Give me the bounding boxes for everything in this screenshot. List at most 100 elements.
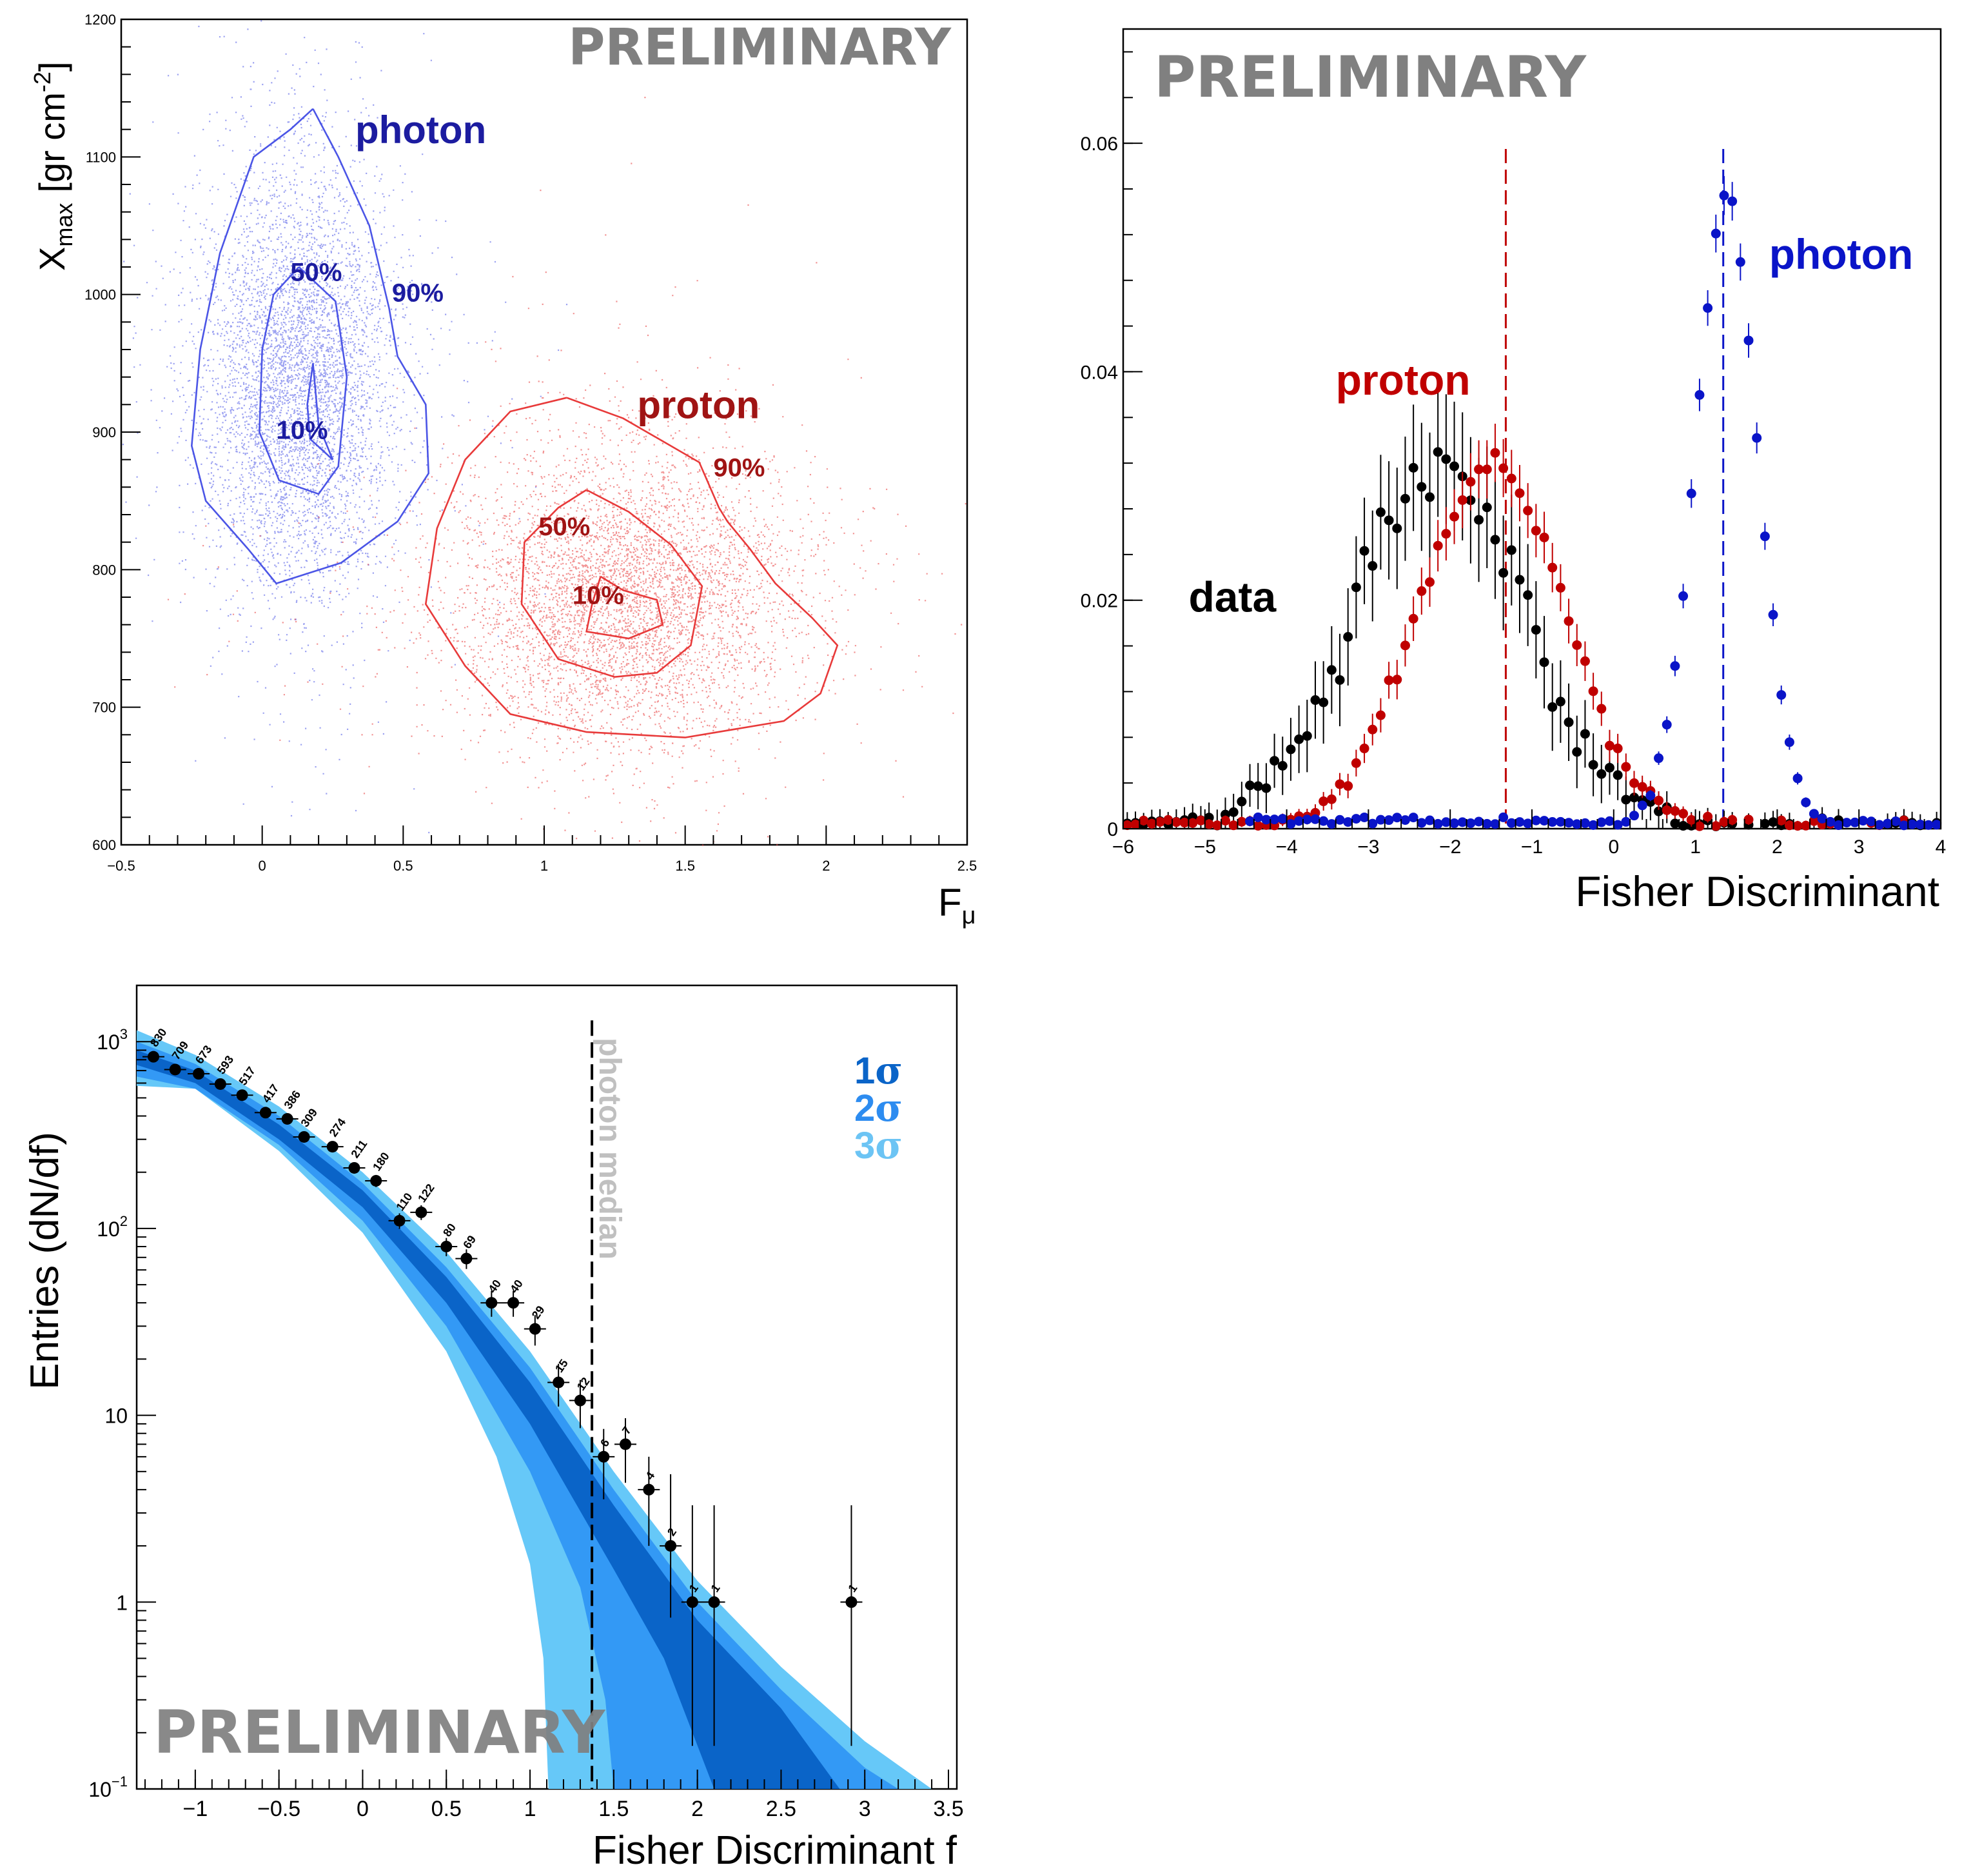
p2-point-data (1768, 817, 1778, 827)
p3-ytick-label: 102 (97, 1213, 128, 1241)
p3-point (620, 1438, 632, 1450)
p1-ytick-label: 900 (92, 424, 116, 440)
p2-point-proton (1400, 640, 1410, 651)
p2-point-photon (1261, 815, 1271, 825)
p2-point-proton (1163, 815, 1173, 825)
p3-point (440, 1240, 453, 1252)
p2-point-data (1449, 461, 1460, 471)
p2-point-photon (1858, 816, 1869, 826)
p2-watermark: PRELIMINARY (1154, 44, 1587, 110)
p2-point-photon (1850, 817, 1860, 827)
p2-point-data (1547, 702, 1558, 712)
p2-point-proton (1212, 820, 1222, 831)
p2-point-proton (1621, 762, 1631, 772)
p3-point (686, 1596, 698, 1608)
p2-point-proton (1253, 820, 1263, 831)
p3-ytick-base: 10 (104, 1405, 128, 1428)
p3-point (326, 1141, 338, 1153)
p2-point-data (1310, 695, 1320, 706)
p2-point-proton (1228, 820, 1239, 831)
p2-point-photon (1694, 390, 1705, 400)
p3-point (529, 1323, 541, 1335)
p2-point-proton (1670, 806, 1680, 816)
p2-point-proton (1727, 815, 1738, 825)
p2-point-data (1237, 796, 1247, 807)
p2-point-data (1555, 696, 1565, 707)
p2-point-photon (1310, 814, 1320, 824)
p2-axis-ticks: −6 −5 −4 −3 −2 −1 0 1 2 3 4 0 0.02 0.04 0.06 (1081, 51, 1946, 858)
p2-point-data (1319, 697, 1329, 707)
p2-point-data (1596, 769, 1607, 779)
p2-point-data (1359, 546, 1369, 556)
p2-point-photon (1654, 753, 1664, 764)
p2-point-data (1482, 502, 1492, 513)
p1-region-labels: photon 50% 90% 10% proton 90% 50% 10% (277, 108, 765, 610)
p2-point-photon (1408, 813, 1418, 823)
p2-point-photon (1490, 819, 1500, 829)
p2-point-proton (1629, 778, 1639, 788)
p2-point-photon (1482, 818, 1492, 829)
p2-point-photon (1498, 812, 1509, 822)
p2-point-photon (1629, 811, 1639, 821)
p2-point-data (1384, 515, 1394, 526)
p2-point-data (1506, 545, 1516, 555)
p2-point-data (1654, 806, 1664, 816)
p3-band-2sigma (137, 1042, 899, 1789)
p1-scatter-proton (167, 97, 966, 846)
p3-xtick-label: 3 (859, 1797, 871, 1821)
p3-point (665, 1540, 677, 1552)
p2-point-photon (1743, 335, 1754, 346)
p2-xtick-label: −2 (1439, 836, 1461, 858)
p3-point (574, 1394, 586, 1407)
p3-legend-sym: σ (875, 1123, 903, 1167)
p2-point-photon (1466, 818, 1476, 828)
p2-point-photon (1302, 815, 1312, 825)
p2-point-proton (1139, 815, 1149, 825)
p2-point-photon (1335, 815, 1345, 825)
p2-point-photon (1425, 815, 1435, 825)
p2-point-data (1270, 756, 1280, 766)
p2-point-data (1286, 744, 1296, 755)
p2-point-data (1351, 582, 1361, 593)
p2-point-proton (1801, 820, 1811, 831)
p2-xtick-label: 3 (1854, 836, 1865, 858)
p2-point-proton (1359, 744, 1369, 754)
p2-point-data (1302, 731, 1312, 741)
p1-xtick-label: 1.5 (675, 858, 695, 874)
p3-point (553, 1376, 565, 1388)
p2-point-data (1621, 795, 1631, 805)
p3-point (298, 1131, 310, 1143)
p2-point-proton (1319, 796, 1329, 807)
p3-point (643, 1483, 655, 1496)
p2-point-proton (1433, 540, 1443, 551)
p2-point-photon (1776, 690, 1787, 700)
p1-contour-photon-10pct (306, 363, 334, 460)
p2-point-proton (1368, 724, 1378, 735)
p2-point-photon (1351, 814, 1361, 824)
p1-xtick-label: 2.5 (957, 858, 977, 874)
p2-point-photon (1637, 800, 1647, 811)
p2-point-proton (1703, 811, 1713, 822)
p2-point-photon (1703, 303, 1713, 313)
p2-point-data (1515, 575, 1525, 585)
p1-contour-proton-10pct (585, 575, 664, 640)
p2-point-proton (1711, 821, 1721, 831)
p2-point-proton (1179, 818, 1190, 828)
p3-xtick-label: 0.5 (431, 1797, 462, 1821)
p3-point (281, 1112, 293, 1125)
p2-point-photon (1670, 661, 1680, 671)
p1-contour-proton-50pct (520, 489, 703, 678)
p2-point-data (1433, 447, 1443, 457)
p2-point-photon (1326, 819, 1337, 829)
p2-point-proton (1392, 675, 1402, 685)
p2-point-photon (1359, 812, 1369, 822)
p2-point-data (1604, 762, 1614, 773)
p2-point-proton (1474, 464, 1484, 475)
p2-xtick-label: −6 (1112, 836, 1134, 858)
p2-point-data (1417, 482, 1427, 492)
p2-point-data (1760, 818, 1770, 829)
p3-point (507, 1297, 520, 1309)
